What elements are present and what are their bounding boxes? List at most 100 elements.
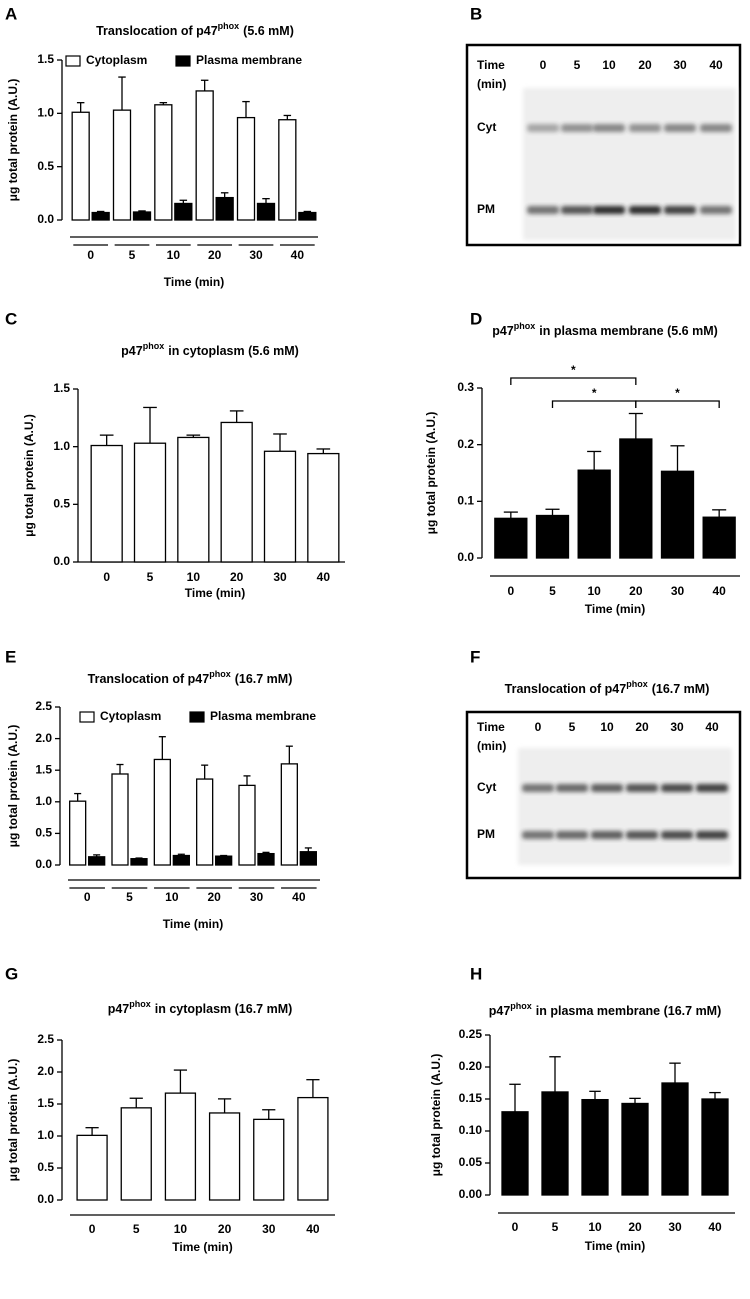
bar <box>177 436 210 563</box>
x-tick-label: 20 <box>208 248 222 262</box>
title-superscript: phox <box>218 21 240 31</box>
bar <box>702 516 736 559</box>
row-label: Cyt <box>477 120 496 134</box>
x-tick-label: 10 <box>165 890 179 904</box>
y-tick-label: 1.0 <box>37 1128 54 1142</box>
significance-label: * <box>571 363 576 377</box>
bar <box>76 1134 108 1201</box>
blot-band <box>664 206 696 214</box>
panel-label: A <box>5 4 17 23</box>
lane-label: 0 <box>535 720 542 734</box>
bar <box>154 104 173 221</box>
y-tick-label: 0.05 <box>459 1155 483 1169</box>
row-label: PM <box>477 827 495 841</box>
x-tick-label: 20 <box>218 1222 232 1236</box>
lane-label: 20 <box>635 720 649 734</box>
bar <box>307 452 340 563</box>
y-tick-label: 1.5 <box>35 762 52 776</box>
bar <box>90 444 123 563</box>
x-tick-label: 10 <box>187 570 201 584</box>
title-text: p47 <box>121 344 143 358</box>
legend-swatch <box>189 711 205 723</box>
bar <box>71 111 90 221</box>
title-text: p47 <box>108 1002 130 1016</box>
bar <box>278 119 297 221</box>
x-tick-label: 20 <box>207 890 221 904</box>
bar <box>660 470 695 559</box>
x-tick-label: 40 <box>712 584 726 598</box>
y-tick-label: 1.0 <box>37 106 54 120</box>
bar <box>535 514 570 559</box>
bar <box>253 1118 285 1201</box>
y-axis-label: μg total protein (A.U.) <box>429 1054 443 1177</box>
title-text: Translocation of p47 <box>88 672 210 686</box>
bar <box>112 109 132 221</box>
title-text: (5.6 mM) <box>243 24 294 38</box>
legend-label: Cytoplasm <box>100 709 161 723</box>
bar <box>69 800 87 866</box>
panel-label: D <box>470 309 482 328</box>
x-axis-label: Time (min) <box>164 275 224 289</box>
x-tick-label: 20 <box>230 570 244 584</box>
chart-title: p47phox in plasma membrane (5.6 mM) <box>492 321 718 338</box>
lane-label: 20 <box>638 58 652 72</box>
lane-label: 40 <box>709 58 723 72</box>
y-axis-label: μg total protein (A.U.) <box>6 1059 20 1182</box>
title-text: p47 <box>489 1004 511 1018</box>
x-tick-label: 5 <box>147 570 154 584</box>
bar <box>263 450 297 563</box>
bar <box>619 438 653 559</box>
blot-band <box>593 124 625 132</box>
legend-label: Plasma membrane <box>210 709 316 723</box>
panel-label: G <box>5 964 18 983</box>
y-tick-label: 0.20 <box>459 1059 483 1073</box>
y-tick-label: 0.2 <box>457 437 474 451</box>
y-tick-label: 0.5 <box>37 159 54 173</box>
x-tick-label: 0 <box>89 1222 96 1236</box>
y-tick-label: 1.5 <box>53 381 70 395</box>
lane-label: 40 <box>705 720 719 734</box>
title-text: in plasma membrane (5.6 mM) <box>539 324 718 338</box>
title-text: (16.7 mM) <box>652 682 710 696</box>
bar <box>215 855 233 866</box>
x-tick-label: 30 <box>668 1220 682 1234</box>
x-tick-label: 40 <box>291 248 305 262</box>
chart-title: p47phox in cytoplasm (16.7 mM) <box>108 999 293 1016</box>
x-tick-label: 10 <box>167 248 181 262</box>
bar <box>164 1092 197 1201</box>
x-tick-label: 5 <box>133 1222 140 1236</box>
title-superscript: phox <box>514 321 536 331</box>
y-tick-label: 0.5 <box>35 826 52 840</box>
lane-label: 5 <box>574 58 581 72</box>
y-tick-label: 2.5 <box>35 699 52 713</box>
y-tick-label: 1.5 <box>37 1096 54 1110</box>
bar <box>236 116 256 221</box>
lane-label: 30 <box>670 720 684 734</box>
bar <box>208 1112 241 1201</box>
bar <box>501 1111 529 1196</box>
lane-label: 10 <box>600 720 614 734</box>
lane-label: 0 <box>540 58 547 72</box>
title-text: in cytoplasm (5.6 mM) <box>168 344 299 358</box>
time-header: (min) <box>477 77 506 91</box>
y-axis-label: μg total protein (A.U.) <box>22 414 36 537</box>
panel-label: C <box>5 309 17 328</box>
title-text: Translocation of p47 <box>96 24 218 38</box>
bar <box>91 211 110 221</box>
bar <box>132 211 152 221</box>
legend-label: Plasma membrane <box>196 53 302 67</box>
panel-label: E <box>5 647 16 666</box>
legend-swatch <box>79 711 95 723</box>
panel-label: H <box>470 964 482 983</box>
x-tick-label: 10 <box>174 1222 188 1236</box>
blot-band <box>626 831 658 839</box>
blot-band <box>556 784 588 792</box>
blot-band <box>561 206 593 214</box>
y-tick-label: 0.0 <box>53 554 70 568</box>
y-tick-label: 1.5 <box>37 52 54 66</box>
bar <box>621 1102 649 1196</box>
y-tick-label: 0.3 <box>457 380 474 394</box>
x-tick-label: 5 <box>549 584 556 598</box>
title-text: in cytoplasm (16.7 mM) <box>155 1002 293 1016</box>
y-tick-label: 2.5 <box>37 1032 54 1046</box>
